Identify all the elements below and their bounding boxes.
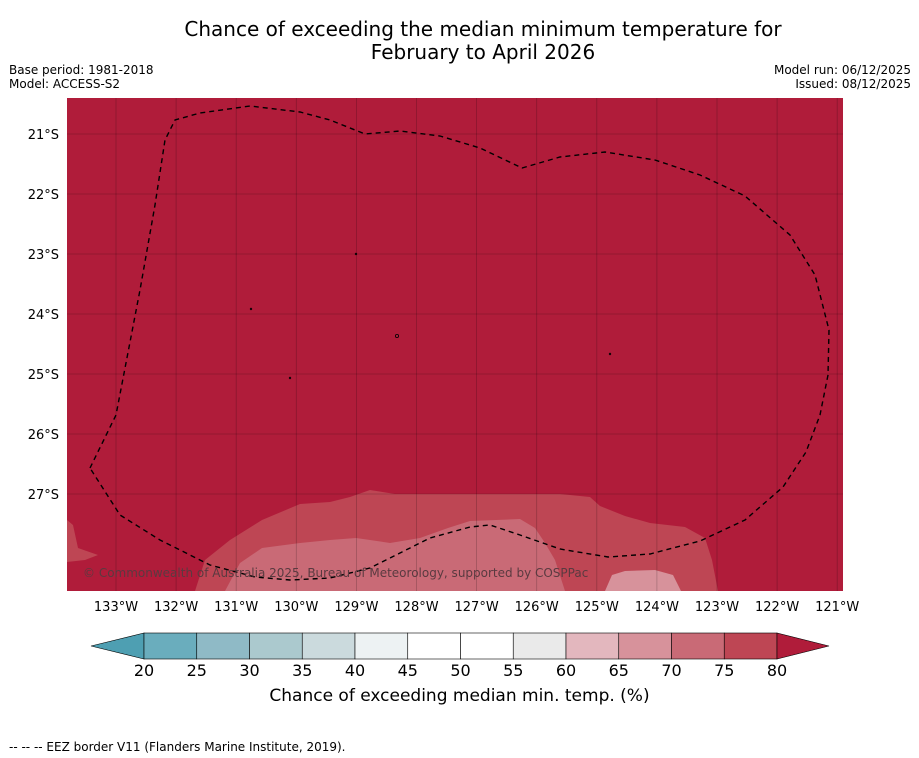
model-run: Model run: 06/12/2025	[773, 63, 911, 77]
colorbar-tick-label: 40	[345, 661, 365, 680]
colorbar-tick-label: 80	[767, 661, 787, 680]
colorbar-cell	[301, 632, 356, 660]
longitude-tick-label: 125°W	[575, 600, 619, 615]
longitude-tick-label: 133°W	[94, 600, 138, 615]
longitude-tick-label: 129°W	[334, 600, 378, 615]
latitude-tick-label: 21°S	[28, 128, 59, 143]
latitude-tick-label: 25°S	[28, 368, 59, 383]
graticule	[67, 98, 843, 591]
latitude-tick-label: 22°S	[28, 188, 59, 203]
colorbar-cells	[143, 632, 778, 660]
colorbar-cell	[671, 632, 725, 660]
longitude-tick-label: 128°W	[394, 600, 438, 615]
title-line-1: Chance of exceeding the median minimum t…	[184, 17, 782, 41]
island-marker	[288, 376, 292, 380]
islands	[249, 252, 612, 380]
colorbar: 20 25 30 35 40 45 50 55 60 65 70 75 80	[90, 632, 830, 680]
colorbar-tick-label: 35	[292, 661, 312, 680]
latitude-labels: 21°S 22°S 23°S 24°S 25°S 26°S 27°S	[28, 128, 59, 503]
colorbar-tick-label: 45	[398, 661, 418, 680]
meta-right: Model run: 06/12/2025 Issued: 08/12/2025	[774, 63, 911, 91]
model-name: Model: ACCESS-S2	[9, 77, 121, 91]
eez-border	[89, 105, 830, 581]
latitude-tick-label: 26°S	[28, 428, 59, 443]
colorbar-cell	[460, 632, 514, 660]
colorbar-tick-label: 60	[556, 661, 576, 680]
latitude-tick-label: 24°S	[28, 308, 59, 323]
colorbar-under-arrow	[90, 632, 145, 660]
longitude-tick-label: 132°W	[154, 600, 198, 615]
contour-70-75-southeast	[605, 570, 681, 591]
colorbar-cell	[354, 632, 409, 660]
longitude-tick-label: 124°W	[635, 600, 679, 615]
longitude-tick-label: 131°W	[214, 600, 258, 615]
meta-left: Base period: 1981-2018 Model: ACCESS-S2	[9, 63, 154, 91]
latitude-tick-label: 27°S	[28, 488, 59, 503]
colorbar-cell	[143, 632, 198, 660]
colorbar-tick-label: 55	[503, 661, 523, 680]
colorbar-cell	[249, 632, 303, 660]
map-figure: © Commonwealth of Australia 2025, Bureau…	[28, 98, 860, 680]
eez-legend-note: -- -- -- EEZ border V11 (Flanders Marine…	[9, 740, 346, 754]
chart-title: Chance of exceeding the median minimum t…	[0, 18, 919, 64]
colorbar-tick-labels: 20 25 30 35 40 45 50 55 60 65 70 75 80	[134, 661, 787, 680]
longitude-tick-label: 122°W	[755, 600, 799, 615]
colorbar-tick-label: 75	[714, 661, 734, 680]
issued-date: Issued: 08/12/2025	[795, 77, 911, 91]
island-marker	[394, 333, 399, 338]
map-area: © Commonwealth of Australia 2025, Bureau…	[67, 98, 843, 591]
contour-75-80-west	[67, 520, 98, 562]
longitude-labels: 133°W 132°W 131°W 130°W 129°W 128°W 127°W 126°W…	[94, 600, 860, 615]
island-marker	[608, 352, 612, 356]
colorbar-label: Chance of exceeding median min. temp. (%…	[269, 686, 650, 706]
latitude-tick-label: 23°S	[28, 248, 59, 263]
longitude-tick-label: 127°W	[455, 600, 499, 615]
island-marker	[354, 252, 358, 256]
colorbar-over-arrow	[776, 632, 830, 660]
colorbar-tick-label: 50	[450, 661, 470, 680]
colorbar-cell	[565, 632, 620, 660]
colorbar-tick-label: 65	[609, 661, 629, 680]
colorbar-tick-label: 30	[239, 661, 259, 680]
contour-70-75	[225, 519, 565, 591]
colorbar-cell	[196, 632, 250, 660]
colorbar-cell	[723, 632, 778, 660]
colorbar-tick-label: 20	[134, 661, 154, 680]
colorbar-tick-label: 70	[661, 661, 681, 680]
longitude-tick-label: 123°W	[695, 600, 739, 615]
longitude-tick-label: 126°W	[515, 600, 559, 615]
island-marker	[249, 307, 253, 311]
colorbar-cell	[618, 632, 672, 660]
colorbar-cell	[407, 632, 461, 660]
colorbar-tick-label: 25	[187, 661, 207, 680]
title-line-2: February to April 2026	[370, 40, 596, 64]
longitude-tick-label: 121°W	[815, 600, 859, 615]
colorbar-cell	[512, 632, 567, 660]
base-period: Base period: 1981-2018	[9, 63, 154, 77]
longitude-tick-label: 130°W	[274, 600, 318, 615]
copyright-notice: © Commonwealth of Australia 2025, Bureau…	[83, 566, 588, 580]
